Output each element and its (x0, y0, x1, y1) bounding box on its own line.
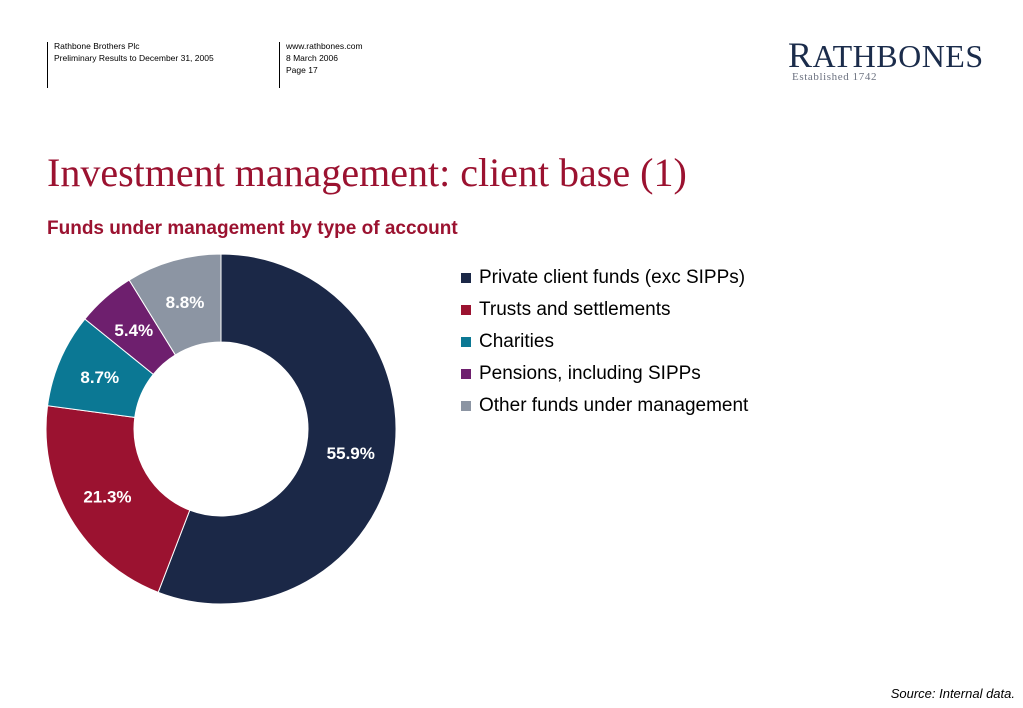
donut-slices (45, 253, 397, 605)
legend-item-1: Trusts and settlements (461, 294, 748, 326)
header-rule-right (279, 42, 280, 88)
chart-title: Funds under management by type of accoun… (47, 218, 458, 239)
source-note: Source: Internal data. (890, 686, 1015, 701)
legend-item-4: Other funds under management (461, 390, 748, 422)
donut-slice-1 (45, 405, 191, 593)
data-label-3: 5.4% (114, 321, 153, 340)
report-name: Preliminary Results to December 31, 2005 (54, 53, 214, 63)
rathbones-logo: RATHBONES Established 1742 (788, 35, 984, 83)
website-link[interactable]: www.rathbones.com (286, 41, 363, 51)
legend-swatch-4 (461, 401, 471, 411)
legend-label-2: Charities (479, 331, 554, 352)
logo-tagline: Established 1742 (792, 71, 878, 83)
legend-item-3: Pensions, including SIPPs (461, 358, 748, 390)
logo-wordmark: RATHBONES (788, 35, 984, 75)
chart-legend: Private client funds (exc SIPPs) Trusts a… (461, 262, 748, 422)
page-number: Page 17 (286, 65, 318, 75)
data-label-1: 21.3% (83, 487, 131, 506)
legend-label-0: Private client funds (exc SIPPs) (479, 267, 746, 288)
donut-slice-4 (128, 253, 222, 356)
legend-item-2: Charities (461, 326, 748, 358)
legend-swatch-1 (461, 305, 471, 315)
legend-item-0: Private client funds (exc SIPPs) (461, 262, 748, 294)
legend-label-1: Trusts and settlements (479, 299, 671, 320)
legend-label-3: Pensions, including SIPPs (479, 363, 701, 384)
report-date: 8 March 2006 (286, 53, 338, 63)
donut-slice-0 (157, 253, 397, 605)
data-label-4: 8.8% (166, 293, 205, 312)
legend-swatch-2 (461, 337, 471, 347)
header-left: Rathbone Brothers Plc Preliminary Result… (54, 40, 214, 64)
company-name: Rathbone Brothers Plc (54, 41, 140, 51)
legend-label-4: Other funds under management (479, 395, 749, 416)
header-right: www.rathbones.com 8 March 2006 Page 17 (286, 40, 363, 76)
donut-labels: 55.9% 21.3% 8.7% 5.4% 8.8% (80, 293, 375, 506)
donut-chart: 55.9% 21.3% 8.7% 5.4% 8.8% (45, 253, 397, 605)
header-rule-left (47, 42, 48, 88)
data-label-2: 8.7% (80, 368, 119, 387)
data-label-0: 55.9% (327, 444, 375, 463)
page-title: Investment management: client base (1) (47, 150, 687, 195)
legend-swatch-0 (461, 273, 471, 283)
legend-swatch-3 (461, 369, 471, 379)
